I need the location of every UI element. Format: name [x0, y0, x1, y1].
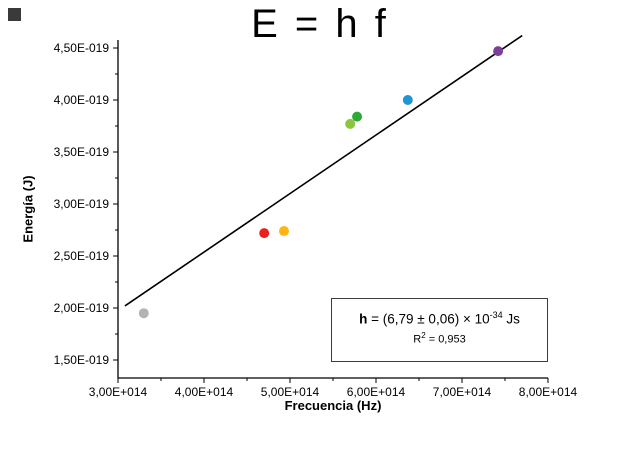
x-axis-label: Frecuencia (Hz): [284, 398, 382, 413]
h-unit: Js: [502, 311, 520, 327]
y-tick-label: 3,00E-019: [54, 197, 110, 211]
data-point-violet: [493, 46, 504, 57]
r-symbol: R: [413, 333, 422, 346]
data-point-green: [352, 111, 363, 122]
y-tick-label: 3,50E-019: [54, 145, 110, 159]
y-tick-label: 2,00E-019: [54, 301, 110, 315]
h-symbol: h: [359, 311, 368, 327]
x-tick-label: 4,00E+014: [175, 385, 234, 399]
y-tick-label: 2,50E-019: [54, 249, 110, 263]
data-point-blue: [402, 95, 413, 106]
chart-title: E = h f: [251, 2, 389, 46]
r-squared-result: R2 = 0,953: [332, 331, 547, 346]
x-tick-label: 3,00E+014: [89, 385, 148, 399]
planck-constant-result: h = (6,79 ± 0,06) × 10-34 Js: [332, 310, 547, 327]
x-tick-label: 6,00E+014: [347, 385, 406, 399]
data-point-red: [259, 228, 270, 239]
data-point-light-green: [345, 118, 356, 129]
y-tick-label: 4,50E-019: [54, 41, 110, 55]
y-tick-label: 4,00E-019: [54, 93, 110, 107]
x-tick-label: 8,00E+014: [519, 385, 578, 399]
corner-marker-square: [8, 8, 21, 21]
x-tick-label: 7,00E+014: [433, 385, 492, 399]
r-value: = 0,953: [425, 333, 466, 346]
data-point-gray: [138, 308, 149, 319]
y-tick-label: 1,50E-019: [54, 353, 110, 367]
fit-result-box: h = (6,79 ± 0,06) × 10-34 Js R2 = 0,953: [331, 298, 548, 362]
r-exponent: 2: [421, 330, 426, 340]
h-exponent: -34: [489, 310, 503, 320]
fit-line: [124, 34, 523, 307]
equals-sign: =: [367, 311, 383, 327]
h-value: (6,79 ± 0,06) × 10: [382, 311, 490, 327]
x-tick-label: 5,00E+014: [261, 385, 320, 399]
data-point-orange: [278, 226, 289, 237]
plot-contents: 3,00E+014 4,00E+014 5,00E+014 6,00E+014 7,00…: [54, 34, 578, 399]
